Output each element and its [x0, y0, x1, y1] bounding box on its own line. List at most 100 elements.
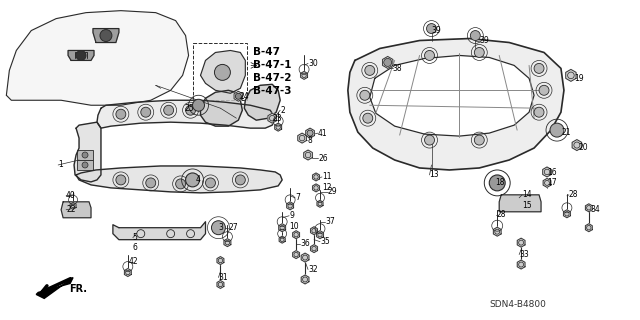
Text: 39: 39	[431, 26, 441, 35]
Circle shape	[175, 179, 186, 189]
Text: 8: 8	[307, 136, 312, 145]
Polygon shape	[383, 56, 393, 68]
Polygon shape	[292, 251, 300, 259]
Text: B-47: B-47	[253, 47, 280, 58]
Text: 12: 12	[322, 183, 332, 192]
Polygon shape	[543, 167, 551, 177]
Circle shape	[363, 113, 372, 123]
Circle shape	[489, 175, 505, 191]
Text: B-47-2: B-47-2	[253, 73, 292, 83]
Polygon shape	[566, 69, 576, 81]
Bar	[77, 150, 93, 160]
Text: 28: 28	[496, 210, 506, 219]
Circle shape	[193, 99, 205, 111]
Polygon shape	[304, 150, 312, 160]
Polygon shape	[74, 122, 101, 182]
Circle shape	[360, 90, 370, 100]
Polygon shape	[310, 227, 317, 235]
Polygon shape	[224, 239, 231, 247]
Polygon shape	[61, 202, 91, 218]
Circle shape	[365, 65, 375, 76]
Polygon shape	[301, 275, 309, 284]
Circle shape	[539, 85, 549, 95]
Polygon shape	[76, 166, 282, 193]
Circle shape	[534, 63, 544, 73]
Polygon shape	[217, 280, 224, 288]
Polygon shape	[275, 123, 282, 131]
Text: 22: 22	[66, 205, 76, 214]
Circle shape	[236, 175, 245, 185]
Text: 41: 41	[318, 129, 328, 138]
Text: 3: 3	[218, 223, 223, 232]
Text: 29: 29	[328, 188, 337, 196]
Circle shape	[384, 59, 392, 67]
Text: 5: 5	[133, 233, 138, 242]
Text: 20: 20	[579, 142, 589, 152]
Text: 18: 18	[495, 179, 505, 188]
Polygon shape	[306, 128, 314, 138]
Text: 13: 13	[429, 171, 439, 180]
Polygon shape	[200, 90, 243, 126]
Polygon shape	[586, 224, 592, 232]
Circle shape	[100, 29, 112, 42]
Text: 25: 25	[184, 104, 194, 113]
Polygon shape	[279, 236, 285, 243]
Polygon shape	[287, 202, 294, 210]
Circle shape	[82, 152, 88, 158]
Polygon shape	[317, 200, 323, 207]
Text: 11: 11	[322, 172, 332, 181]
Circle shape	[550, 123, 564, 137]
Polygon shape	[6, 11, 189, 105]
Text: 34: 34	[591, 205, 600, 214]
Polygon shape	[312, 184, 319, 192]
Text: 39: 39	[479, 36, 489, 45]
Polygon shape	[93, 28, 119, 43]
Text: 26: 26	[318, 154, 328, 163]
Circle shape	[214, 64, 230, 80]
Text: 38: 38	[393, 64, 403, 73]
Text: 6: 6	[133, 243, 138, 252]
Polygon shape	[244, 84, 280, 120]
Circle shape	[474, 47, 484, 58]
Polygon shape	[278, 224, 285, 232]
Polygon shape	[310, 244, 317, 252]
Polygon shape	[301, 253, 309, 262]
Polygon shape	[234, 91, 243, 101]
Bar	[77, 160, 93, 170]
Polygon shape	[543, 179, 551, 188]
Polygon shape	[36, 277, 73, 298]
Text: 31: 31	[218, 273, 228, 282]
Text: 33: 33	[519, 250, 529, 259]
Text: 15: 15	[522, 201, 532, 210]
Circle shape	[236, 93, 241, 99]
Text: 27: 27	[228, 223, 238, 232]
Circle shape	[146, 178, 156, 188]
Text: 23: 23	[272, 114, 282, 123]
Text: 40: 40	[66, 191, 76, 200]
Polygon shape	[517, 260, 525, 269]
Text: B-47-1: B-47-1	[253, 60, 292, 70]
Polygon shape	[348, 38, 564, 170]
Text: 10: 10	[289, 222, 299, 231]
Circle shape	[534, 107, 544, 117]
Text: 21: 21	[562, 128, 572, 137]
Text: 4: 4	[196, 175, 200, 184]
Text: SDN4-B4800: SDN4-B4800	[489, 300, 546, 309]
Polygon shape	[563, 210, 570, 218]
Text: 42: 42	[129, 257, 138, 266]
Polygon shape	[70, 202, 76, 209]
Polygon shape	[301, 71, 307, 79]
Text: 2: 2	[280, 106, 285, 115]
Text: 14: 14	[522, 190, 532, 199]
Circle shape	[424, 51, 435, 60]
Polygon shape	[113, 222, 205, 240]
Circle shape	[186, 105, 196, 115]
Bar	[193, 43, 247, 100]
Circle shape	[116, 175, 126, 185]
Polygon shape	[586, 204, 592, 212]
Circle shape	[426, 24, 436, 34]
Circle shape	[211, 221, 225, 235]
Polygon shape	[68, 51, 94, 60]
Circle shape	[186, 173, 200, 187]
Circle shape	[141, 107, 151, 117]
